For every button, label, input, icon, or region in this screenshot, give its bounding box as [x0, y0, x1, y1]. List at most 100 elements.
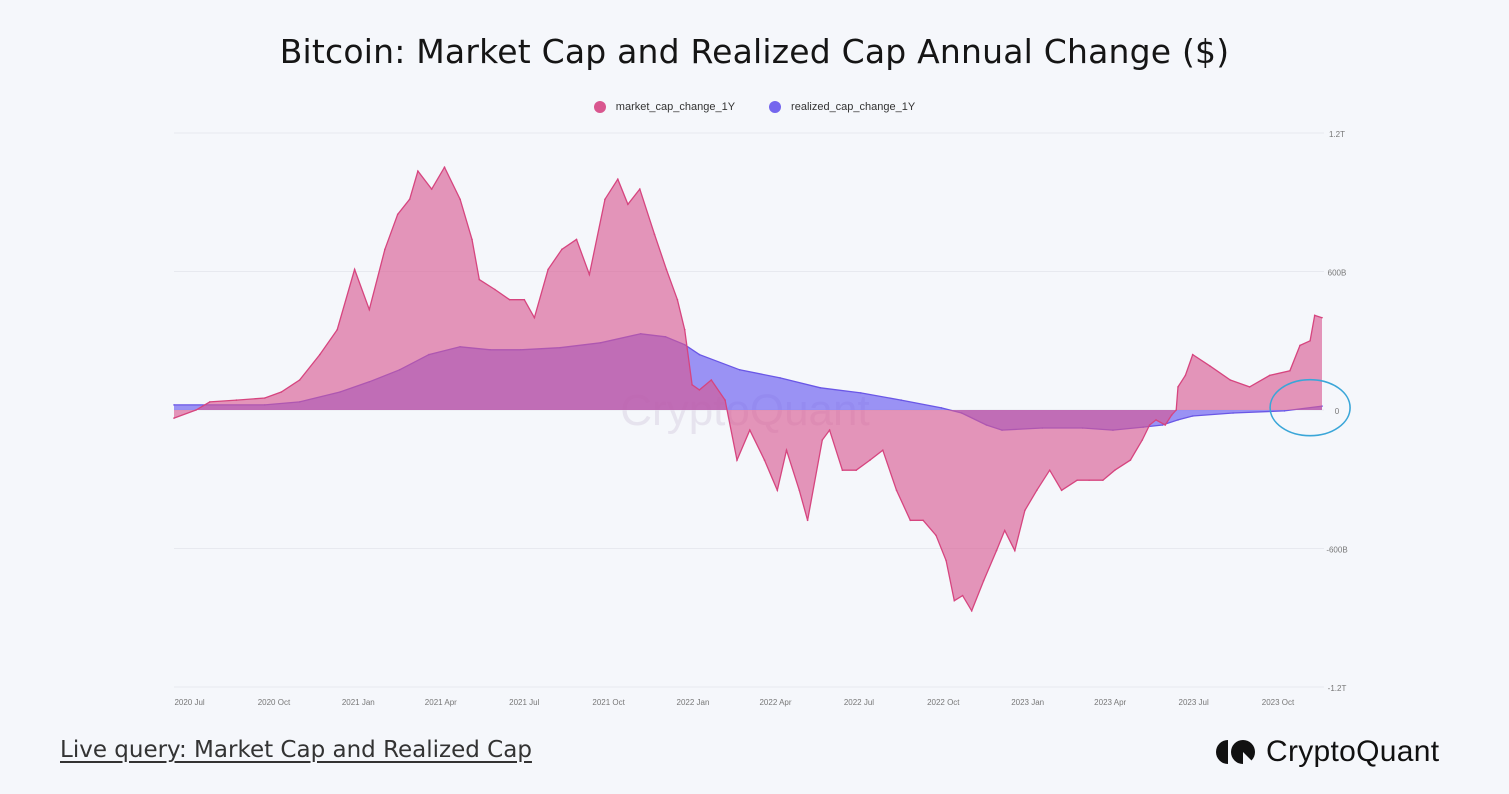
data-point [1076, 479, 1078, 481]
data-point [859, 392, 862, 394]
data-point [575, 238, 578, 241]
data-point [336, 328, 339, 331]
x-tick-label: 2020 Jul [174, 698, 204, 707]
data-point [1129, 459, 1132, 461]
data-point [443, 166, 446, 168]
legend-item-realized-cap[interactable]: realized_cap_change_1Y [769, 101, 915, 113]
data-point [698, 353, 701, 356]
data-point [869, 459, 871, 461]
data-point [1161, 424, 1164, 426]
data-point [208, 401, 211, 403]
x-tick-label: 2023 Jan [1011, 698, 1044, 707]
data-point [1088, 479, 1090, 481]
y-tick-label: 600B [1328, 269, 1347, 278]
data-point [776, 489, 779, 492]
data-point [263, 397, 266, 399]
x-tick-label: 2021 Jan [342, 698, 375, 707]
data-point [471, 238, 473, 241]
data-point [1289, 369, 1291, 372]
data-point [627, 203, 629, 206]
data-point [900, 399, 902, 401]
data-point [922, 519, 924, 522]
data-point [604, 198, 606, 201]
data-point [806, 519, 809, 522]
x-tick-label: 2021 Oct [592, 698, 625, 707]
data-point [724, 399, 726, 401]
data-point [1141, 439, 1144, 441]
annotation-ellipse [1269, 378, 1351, 437]
data-point [738, 369, 741, 371]
data-point [478, 278, 481, 281]
legend: market_cap_change_1Y realized_cap_change… [0, 101, 1509, 113]
data-point [1248, 386, 1251, 388]
data-point [1102, 479, 1104, 481]
data-point [1113, 469, 1116, 472]
legend-label-market-cap: market_cap_change_1Y [615, 101, 736, 113]
data-point [1309, 339, 1311, 342]
data-point [368, 308, 371, 311]
data-point [1191, 353, 1194, 356]
data-point [1283, 410, 1286, 412]
data-point [855, 469, 857, 472]
data-point [195, 409, 197, 411]
x-tick-label: 2021 Jul [509, 698, 539, 707]
y-tick-label: -600B [1326, 546, 1347, 555]
live-query-link[interactable]: Live query: Market Cap and Realized Cap [60, 737, 532, 763]
data-point [982, 579, 985, 582]
data-point [547, 268, 549, 271]
data-point [819, 387, 822, 389]
legend-dot-realized-cap [769, 101, 782, 113]
brand-name: CryptoQuant [1266, 735, 1440, 768]
data-point [1164, 424, 1167, 426]
data-point [1155, 419, 1157, 421]
data-point [736, 459, 738, 461]
data-point [417, 170, 419, 172]
data-point [1036, 489, 1038, 492]
data-point [1048, 469, 1051, 472]
data-point [1268, 374, 1271, 377]
legend-dot-market-cap [593, 101, 606, 113]
data-point [508, 298, 511, 301]
data-point [995, 549, 998, 552]
data-point [280, 391, 283, 393]
legend-item-market-cap[interactable]: market_cap_change_1Y [593, 101, 736, 113]
data-point [653, 233, 656, 236]
data-point [698, 389, 701, 391]
data-point [1177, 386, 1179, 388]
data-point [523, 298, 526, 301]
area-market-cap-change-1Y [174, 167, 1322, 611]
data-point [961, 594, 964, 597]
data-point [1229, 379, 1232, 381]
data-point [1232, 412, 1234, 414]
y-tick-label: 0 [1335, 407, 1340, 416]
data-point [1191, 415, 1194, 417]
data-point [318, 353, 321, 356]
data-point [676, 298, 679, 301]
data-point [1184, 374, 1187, 377]
data-point [173, 417, 175, 419]
data-point [1209, 365, 1211, 367]
line-market-cap-change-1Y [173, 165, 1323, 613]
data-point [710, 379, 713, 381]
data-point [1014, 549, 1016, 552]
cryptoquant-logo: CryptoQuant [1216, 735, 1439, 769]
x-tick-label: 2022 Apr [759, 698, 791, 707]
data-point [1024, 509, 1026, 512]
x-tick-label: 2022 Jan [677, 698, 710, 707]
data-point [588, 273, 591, 276]
data-point [1003, 529, 1006, 532]
data-point [970, 610, 973, 612]
x-tick-label: 2023 Oct [1262, 698, 1295, 707]
data-point [909, 519, 912, 522]
data-point [1313, 314, 1316, 317]
y-tick-label: 1.2T [1329, 130, 1345, 139]
data-point [895, 489, 898, 492]
data-point [1177, 419, 1179, 421]
y-tick-label: -1.2T [1328, 684, 1347, 693]
data-point [1148, 424, 1151, 426]
data-point [691, 384, 693, 386]
data-point [945, 559, 947, 562]
x-tick-label: 2023 Jul [1179, 698, 1209, 707]
data-point [841, 469, 844, 472]
